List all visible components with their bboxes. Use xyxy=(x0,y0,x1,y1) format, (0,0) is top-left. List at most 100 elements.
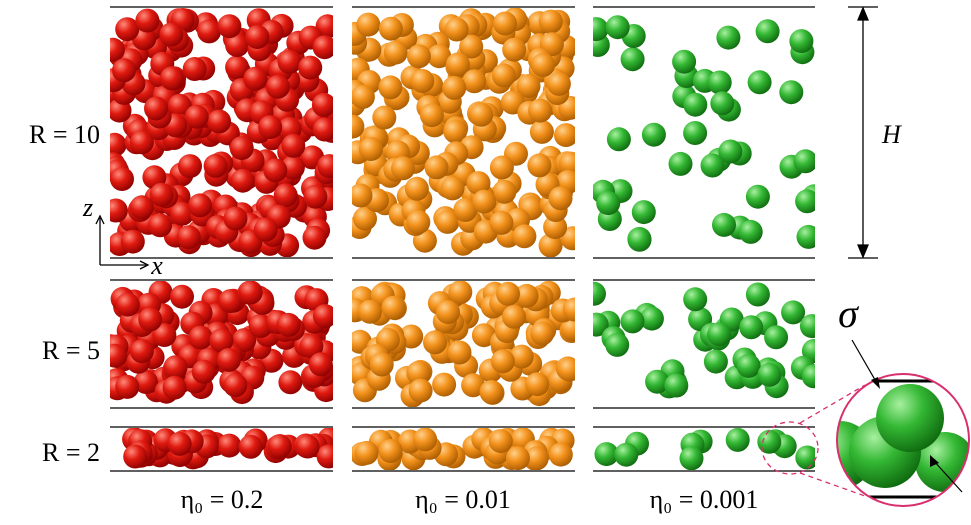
particle xyxy=(406,210,431,235)
row-label: R = 5 xyxy=(42,336,100,365)
particle xyxy=(683,121,708,145)
particle xyxy=(404,176,429,201)
particle xyxy=(159,66,184,91)
particle xyxy=(605,332,630,357)
particle xyxy=(229,136,254,161)
particle xyxy=(745,282,770,307)
particle xyxy=(273,183,298,208)
particle xyxy=(115,17,140,42)
particle xyxy=(491,63,516,88)
particle xyxy=(312,35,333,60)
particle xyxy=(440,176,465,201)
particle xyxy=(492,179,517,204)
particle xyxy=(188,193,212,218)
x-label: x xyxy=(150,251,163,280)
particle xyxy=(303,184,328,209)
particle xyxy=(276,312,301,337)
particle xyxy=(562,297,575,322)
particle-panel xyxy=(594,428,815,470)
particle xyxy=(313,304,333,329)
particle xyxy=(123,444,148,469)
particle xyxy=(525,372,550,397)
particle-panel xyxy=(593,281,815,399)
height-label: H xyxy=(881,120,902,149)
particle xyxy=(225,55,250,80)
particle xyxy=(641,122,666,147)
particle xyxy=(707,70,732,95)
particle xyxy=(606,127,631,152)
particle xyxy=(764,325,789,350)
particle xyxy=(176,225,201,250)
particle xyxy=(191,359,216,384)
panels xyxy=(110,6,815,472)
particle xyxy=(795,189,815,214)
particle xyxy=(427,44,452,69)
particle xyxy=(129,195,154,220)
particle xyxy=(466,171,491,196)
particle xyxy=(479,380,504,404)
particle xyxy=(391,156,415,181)
particle-panel xyxy=(352,281,575,407)
particle xyxy=(529,119,554,144)
particle xyxy=(445,52,470,77)
particle xyxy=(512,224,537,249)
particle xyxy=(725,428,750,452)
particle xyxy=(159,22,184,47)
row-label: R = 2 xyxy=(42,438,100,467)
particle xyxy=(664,373,689,398)
particle xyxy=(471,323,496,348)
particle xyxy=(631,200,656,225)
particle xyxy=(308,352,333,377)
particle xyxy=(217,14,242,39)
particle xyxy=(406,44,431,69)
particle xyxy=(672,49,697,74)
particle xyxy=(496,281,520,306)
particle xyxy=(560,316,575,341)
particle xyxy=(217,433,242,458)
particle xyxy=(178,154,202,179)
column-label: η₀ = 0.2 xyxy=(181,485,264,514)
particle xyxy=(378,75,403,100)
particle xyxy=(245,25,270,49)
particle xyxy=(167,431,192,456)
particle xyxy=(135,8,160,33)
particle-panel xyxy=(352,8,575,257)
particle xyxy=(493,11,517,36)
particle xyxy=(472,189,497,214)
particle xyxy=(129,130,154,155)
particle xyxy=(316,444,333,469)
particle xyxy=(424,155,449,180)
particle xyxy=(789,29,814,54)
particle-panel xyxy=(352,428,575,470)
particle xyxy=(120,229,145,254)
particle xyxy=(739,315,764,340)
particle xyxy=(381,295,406,320)
particle xyxy=(461,373,486,398)
particle xyxy=(448,281,473,305)
particle xyxy=(710,91,735,116)
column-label: η₀ = 0.01 xyxy=(415,485,511,514)
particle xyxy=(502,37,527,62)
particle xyxy=(757,429,782,454)
particle xyxy=(747,70,772,95)
particle xyxy=(138,307,163,332)
particle xyxy=(203,153,228,178)
particle xyxy=(225,33,250,58)
particle xyxy=(509,344,534,369)
particle xyxy=(502,304,527,329)
particle xyxy=(554,123,575,148)
particle xyxy=(423,330,447,355)
particle xyxy=(302,225,327,250)
particle xyxy=(489,210,514,235)
particle xyxy=(793,149,815,174)
diameter-label: σ xyxy=(838,291,859,336)
particle xyxy=(593,281,606,306)
particle xyxy=(538,9,563,34)
particle xyxy=(295,434,320,459)
particle xyxy=(280,155,305,180)
particle xyxy=(182,57,207,81)
particle xyxy=(799,314,815,339)
particle xyxy=(352,183,373,208)
particle xyxy=(645,369,670,394)
particle xyxy=(112,58,136,83)
